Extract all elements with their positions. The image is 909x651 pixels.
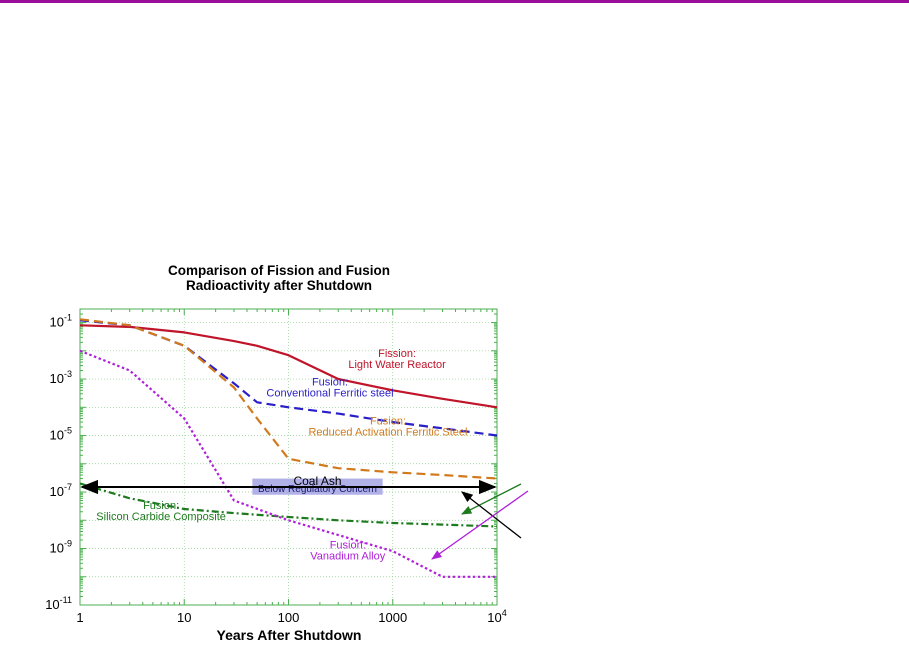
- x-tick-label: 1000: [378, 610, 407, 625]
- series-line-2: [79, 318, 498, 480]
- y-tick-exponent: -11: [60, 595, 72, 605]
- coal-ash-label: Coal Ash: [293, 474, 341, 488]
- chart-title-line-1: Comparison of Fission and Fusion: [168, 263, 390, 278]
- series-line-0: [79, 324, 498, 409]
- y-tick-base: 10: [50, 371, 64, 386]
- y-tick-label: 10-3: [50, 369, 72, 386]
- grid: [80, 309, 497, 605]
- x-tick-label: 10: [177, 610, 191, 625]
- y-tick-exponent: -7: [64, 482, 72, 492]
- y-tick-label: 10-7: [50, 482, 72, 499]
- y-tick-base: 10: [50, 428, 64, 443]
- series-annotations: Fission:Light Water ReactorFusion:Conven…: [96, 348, 467, 562]
- series-line-3: [79, 482, 498, 528]
- y-tick-base: 10: [50, 541, 64, 556]
- series-annotation-3-line-1: Silicon Carbide Composite: [96, 511, 226, 523]
- y-tick-base: 10: [50, 315, 64, 330]
- series-layer: [79, 318, 498, 578]
- y-tick-exponent: -1: [64, 313, 72, 323]
- y-tick-exponent: -9: [64, 539, 72, 549]
- series-annotation-0-line-0: Fission:: [378, 348, 416, 360]
- series-annotation-3-line-0: Fusion:: [143, 500, 179, 512]
- y-tick-label: 10-5: [50, 426, 72, 443]
- y-tick-base: 10: [50, 484, 64, 499]
- top-accent-bar: [0, 0, 909, 3]
- coal-ash-callout-arrow: [461, 491, 522, 539]
- vanadium-callout-arrow: [431, 490, 529, 560]
- series-annotation-2-line-1: Reduced Activation Ferritic Steel: [308, 426, 467, 438]
- series-annotation-1-line-1: Conventional Ferritic steel: [266, 387, 393, 399]
- y-tick-exponent: -5: [64, 426, 72, 436]
- series-line-4: [79, 349, 497, 578]
- y-tick-base: 10: [45, 597, 59, 612]
- y-tick-label: 10-11: [45, 595, 72, 612]
- series-line-1: [79, 319, 498, 437]
- y-tick-label: 10-9: [50, 539, 72, 556]
- x-tick-label: 104: [487, 608, 506, 625]
- series-annotation-2-line-0: Fusion:: [370, 415, 406, 427]
- y-tick-label: 10-1: [50, 313, 72, 330]
- x-tick-label: 1: [76, 610, 83, 625]
- silicon-carbide-callout-arrow: [461, 483, 522, 515]
- y-tick-exponent: -3: [64, 369, 72, 379]
- x-axis-label: Years After Shutdown: [217, 627, 362, 643]
- series-annotation-4-line-0: Fusion:: [330, 540, 366, 552]
- chart-title-line-2: Radioactivity after Shutdown: [186, 278, 372, 293]
- x-tick-label: 100: [278, 610, 300, 625]
- series-annotation-0-line-1: Light Water Reactor: [348, 359, 446, 371]
- series-annotation-1-line-0: Fusion:: [312, 376, 348, 388]
- x-tick-exponent: 4: [502, 608, 507, 618]
- series-annotation-4-line-1: Vanadium Alloy: [310, 551, 386, 563]
